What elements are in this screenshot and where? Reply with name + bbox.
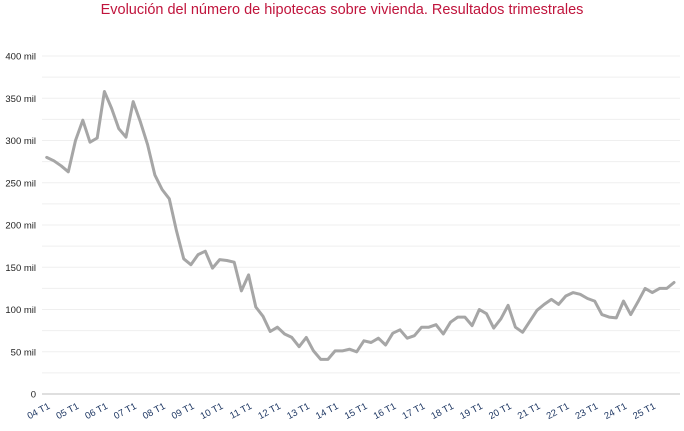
x-tick-label: 18 T1 — [429, 401, 455, 422]
x-tick-label: 14 T1 — [314, 401, 340, 422]
x-tick-label: 13 T1 — [285, 401, 311, 422]
x-tick-label: 24 T1 — [602, 401, 628, 422]
y-tick-label: 400 mil — [5, 52, 36, 63]
y-tick-label: 50 mil — [11, 347, 36, 358]
chart-title: Evolución del número de hipotecas sobre … — [100, 2, 584, 18]
x-tick-label: 23 T1 — [574, 401, 600, 422]
x-tick-label: 12 T1 — [256, 401, 282, 422]
y-tick-label: 0 — [31, 390, 36, 401]
x-tick-label: 09 T1 — [170, 401, 196, 422]
x-tick-label: 04 T1 — [26, 401, 52, 422]
x-tick-label: 07 T1 — [112, 401, 138, 422]
y-tick-label: 300 mil — [5, 136, 36, 147]
y-tick-label: 350 mil — [5, 94, 36, 105]
y-tick-label: 100 mil — [5, 305, 36, 316]
x-tick-label: 16 T1 — [372, 401, 398, 422]
y-tick-label: 250 mil — [5, 178, 36, 189]
y-tick-label: 150 mil — [5, 263, 36, 274]
x-tick-label: 11 T1 — [228, 401, 254, 422]
x-tick-label: 10 T1 — [199, 401, 225, 422]
series-line — [45, 90, 676, 361]
x-tick-label: 08 T1 — [141, 401, 167, 422]
x-tick-label: 25 T1 — [631, 401, 657, 422]
x-tick-label: 15 T1 — [343, 401, 369, 422]
x-tick-label: 17 T1 — [401, 401, 427, 422]
x-tick-label: 21 T1 — [516, 401, 542, 422]
x-tick-label: 05 T1 — [54, 401, 80, 422]
x-tick-label: 19 T1 — [458, 401, 484, 422]
y-tick-label: 200 mil — [5, 221, 36, 232]
x-tick-label: 06 T1 — [83, 401, 109, 422]
x-tick-label: 20 T1 — [487, 401, 513, 422]
x-tick-label: 22 T1 — [545, 401, 571, 422]
